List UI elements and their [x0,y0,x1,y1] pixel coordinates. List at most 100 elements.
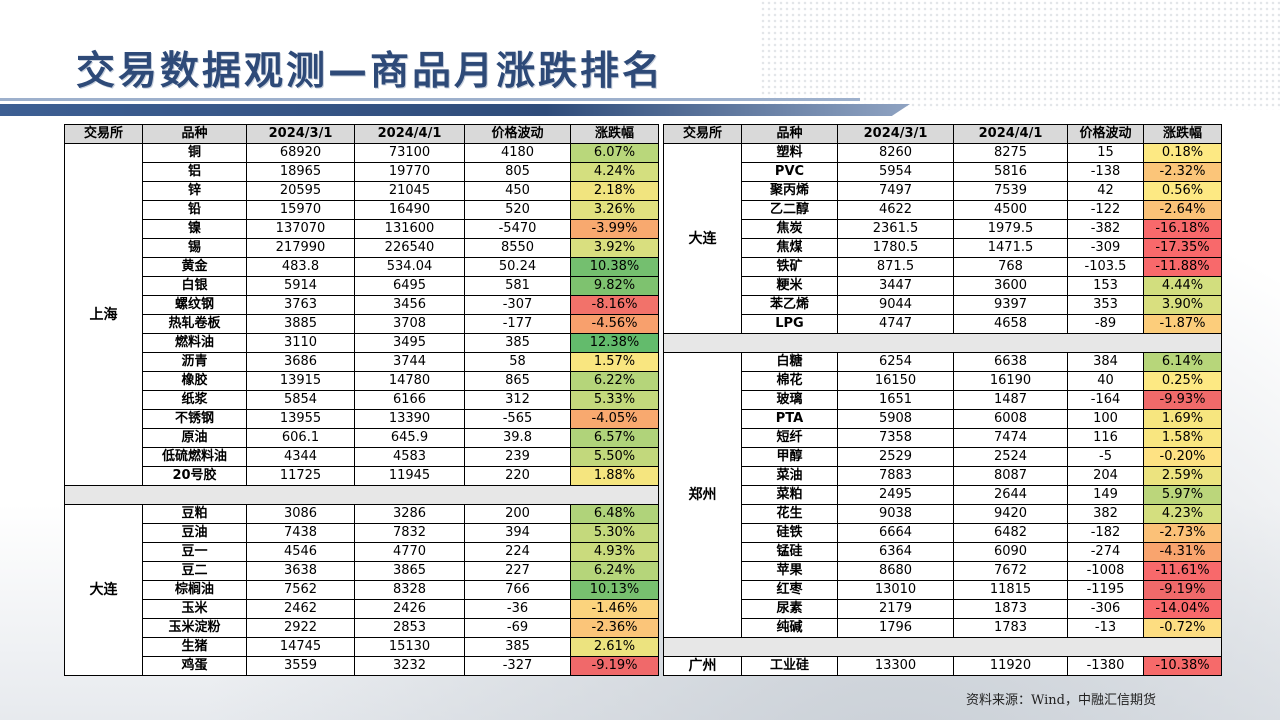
price-change-cell: 384 [1067,352,1144,372]
table-row: 铁矿 871.5 768 -103.5 -11.88% [664,257,1222,277]
price-april-cell: 16490 [354,200,465,220]
price-march-cell: 3885 [246,314,355,334]
change-pct-cell: 1.57% [570,352,659,372]
product-cell: 菜粕 [741,485,838,505]
change-pct-cell: -14.04% [1143,599,1222,619]
price-april-cell: 5816 [953,162,1068,182]
price-april-cell: 9420 [953,504,1068,524]
price-april-cell: 3232 [354,656,465,676]
price-april-cell: 11920 [953,656,1068,676]
product-cell: 20号胶 [142,466,247,486]
product-cell: 沥青 [142,352,247,372]
change-pct-cell: 4.93% [570,542,659,562]
price-change-cell: -36 [464,599,571,619]
change-pct-cell: 2.18% [570,181,659,201]
product-cell: LPG [741,314,838,334]
column-header: 价格波动 [464,124,571,144]
price-march-cell: 8680 [837,561,954,581]
price-march-cell: 2529 [837,447,954,467]
price-march-cell: 5914 [246,276,355,296]
price-march-cell: 4344 [246,447,355,467]
change-pct-cell: 4.24% [570,162,659,182]
product-cell: 纯碱 [741,618,838,638]
change-pct-cell: 0.25% [1143,371,1222,391]
change-pct-cell: 6.48% [570,504,659,524]
price-march-cell: 217990 [246,238,355,258]
price-march-cell: 3086 [246,504,355,524]
price-april-cell: 6008 [953,409,1068,429]
price-change-cell: 4180 [464,143,571,163]
product-cell: 棉花 [741,371,838,391]
product-cell: 不锈钢 [142,409,247,429]
price-change-cell: 385 [464,637,571,657]
header-row: 交易所 品种 2024/3/1 2024/4/1 价格波动 涨跌幅 [663,124,1222,144]
product-cell: 白银 [142,276,247,296]
change-pct-cell: -2.64% [1143,200,1222,220]
price-change-cell: -565 [464,409,571,429]
change-pct-cell: -4.56% [570,314,659,334]
table-row: 20号胶 11725 11945 220 1.88% [65,466,659,486]
price-march-cell: 3447 [837,276,954,296]
price-change-cell: 204 [1067,466,1144,486]
price-march-cell: 2462 [246,599,355,619]
price-april-cell: 3708 [354,314,465,334]
product-cell: 锰硅 [741,542,838,562]
change-pct-cell: -0.20% [1143,447,1222,467]
exchange-cell: 大连 [64,504,143,676]
column-header: 2024/3/1 [837,124,954,144]
price-march-cell: 4546 [246,542,355,562]
table-row: 豆一 4546 4770 224 4.93% [65,542,659,562]
price-change-cell: 353 [1067,295,1144,315]
price-april-cell: 73100 [354,143,465,163]
price-march-cell: 3686 [246,352,355,372]
right-ranking-table: 交易所 品种 2024/3/1 2024/4/1 价格波动 涨跌幅 大连 塑料 8260 8275… [663,124,1222,676]
change-pct-cell: 4.44% [1143,276,1222,296]
header-row: 交易所 品种 2024/3/1 2024/4/1 价格波动 涨跌幅 [64,124,659,144]
price-change-cell: -5 [1067,447,1144,467]
product-cell: 鸡蛋 [142,656,247,676]
separator-cell [64,485,659,505]
price-march-cell: 3638 [246,561,355,581]
product-cell: 甲醇 [741,447,838,467]
price-april-cell: 1783 [953,618,1068,638]
table-row: 棉花 16150 16190 40 0.25% [664,371,1222,391]
table-row: 苹果 8680 7672 -1008 -11.61% [664,561,1222,581]
table-row: 沥青 3686 3744 58 1.57% [65,352,659,372]
price-march-cell: 18965 [246,162,355,182]
product-cell: 螺纹钢 [142,295,247,315]
change-pct-cell: -3.99% [570,219,659,239]
product-cell: 聚丙烯 [741,181,838,201]
product-cell: 原油 [142,428,247,448]
price-march-cell: 13955 [246,409,355,429]
price-march-cell: 20595 [246,181,355,201]
change-pct-cell: -1.87% [1143,314,1222,334]
price-change-cell: 149 [1067,485,1144,505]
table-row: 燃料油 3110 3495 385 12.38% [65,333,659,353]
table-row: 苯乙烯 9044 9397 353 3.90% [664,295,1222,315]
price-change-cell: 15 [1067,143,1144,163]
price-march-cell: 2179 [837,599,954,619]
price-change-cell: -182 [1067,523,1144,543]
table-row: 菜粕 2495 2644 149 5.97% [664,485,1222,505]
exchange-cell: 上海 [64,143,143,486]
change-pct-cell: 12.38% [570,333,659,353]
change-pct-cell: 5.30% [570,523,659,543]
price-march-cell: 7358 [837,428,954,448]
price-change-cell: 239 [464,447,571,467]
price-change-cell: 200 [464,504,571,524]
price-march-cell: 7562 [246,580,355,600]
price-march-cell: 3110 [246,333,355,353]
price-april-cell: 6638 [953,352,1068,372]
table-row: PVC 5954 5816 -138 -2.32% [664,162,1222,182]
exchange-cell: 郑州 [663,352,742,638]
table-row: 橡胶 13915 14780 865 6.22% [65,371,659,391]
product-cell: 黄金 [142,257,247,277]
change-pct-cell: 3.26% [570,200,659,220]
price-march-cell: 5954 [837,162,954,182]
price-change-cell: 224 [464,542,571,562]
column-header: 2024/3/1 [246,124,355,144]
table-row: 郑州 白糖 6254 6638 384 6.14% [663,352,1222,638]
price-april-cell: 7539 [953,181,1068,201]
price-march-cell: 13915 [246,371,355,391]
price-change-cell: 520 [464,200,571,220]
